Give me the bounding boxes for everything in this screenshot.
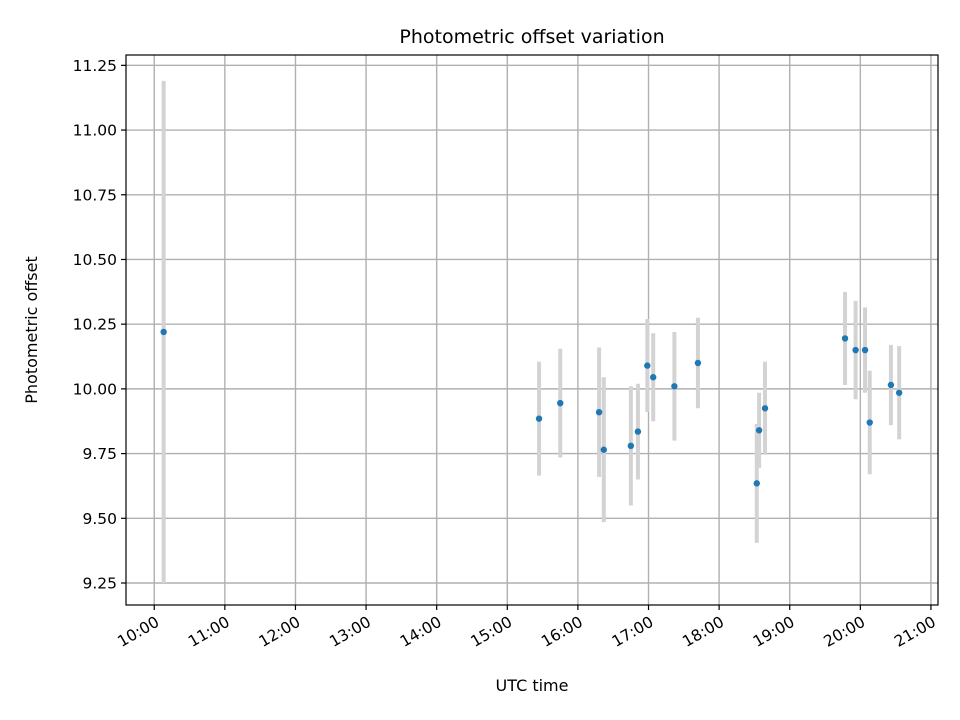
data-point xyxy=(694,359,702,367)
plot-area xyxy=(125,54,939,606)
x-tick-label: 14:00 xyxy=(397,613,445,651)
x-axis-title: UTC time xyxy=(496,676,569,695)
data-point xyxy=(160,328,167,336)
data-point xyxy=(600,446,607,453)
y-tick-label: 9.25 xyxy=(82,575,117,593)
x-tick-label: 18:00 xyxy=(679,613,727,651)
x-tick-label: 19:00 xyxy=(750,613,798,651)
data-point xyxy=(634,428,642,435)
data-point xyxy=(866,419,873,426)
y-axis-title: Photometric offset xyxy=(22,256,41,404)
data-point xyxy=(761,405,769,412)
x-tick-label: 11:00 xyxy=(185,613,233,651)
x-tick-label: 15:00 xyxy=(468,613,516,651)
data-point xyxy=(671,383,678,390)
y-tick-label: 9.75 xyxy=(82,445,117,463)
x-tick-label: 13:00 xyxy=(326,613,374,651)
x-tick-label: 17:00 xyxy=(609,613,657,651)
data-point xyxy=(753,480,760,487)
data-point xyxy=(852,346,859,354)
data-point xyxy=(595,408,603,416)
data-point xyxy=(755,427,763,434)
data-point xyxy=(650,374,657,381)
data-point xyxy=(627,442,635,450)
x-tick-label: 12:00 xyxy=(256,613,304,651)
data-point xyxy=(644,362,651,369)
data-point xyxy=(895,389,903,396)
y-tick-label: 11.25 xyxy=(73,57,117,75)
y-tick-label: 10.75 xyxy=(73,186,117,204)
y-tick-label: 9.50 xyxy=(82,510,117,528)
data-point xyxy=(535,415,543,422)
data-point xyxy=(887,381,895,389)
x-tick-label: 16:00 xyxy=(538,613,586,651)
x-tick-label: 10:00 xyxy=(115,613,163,651)
y-tick-label: 11.00 xyxy=(73,122,117,140)
x-tick-label: 21:00 xyxy=(891,613,939,651)
y-tick-label: 10.00 xyxy=(73,380,117,398)
data-point xyxy=(841,335,849,342)
y-tick-label: 10.25 xyxy=(73,316,117,334)
x-axis: 10:00 11:00 12:00 13:00 14:00 15:00 16:00 17:00… xyxy=(115,605,939,651)
chart-title: Photometric offset variation xyxy=(399,26,664,48)
data-points xyxy=(160,328,903,487)
error-bars xyxy=(161,80,902,583)
y-tick-label: 10.50 xyxy=(73,251,117,269)
data-point xyxy=(557,399,564,407)
grid xyxy=(126,55,938,605)
y-axis: 9.25 9.50 9.75 10.00 10.25 10.50 10.75 11.00 11.… xyxy=(73,57,126,593)
data-point xyxy=(861,346,869,354)
x-tick-label: 20:00 xyxy=(821,613,869,651)
